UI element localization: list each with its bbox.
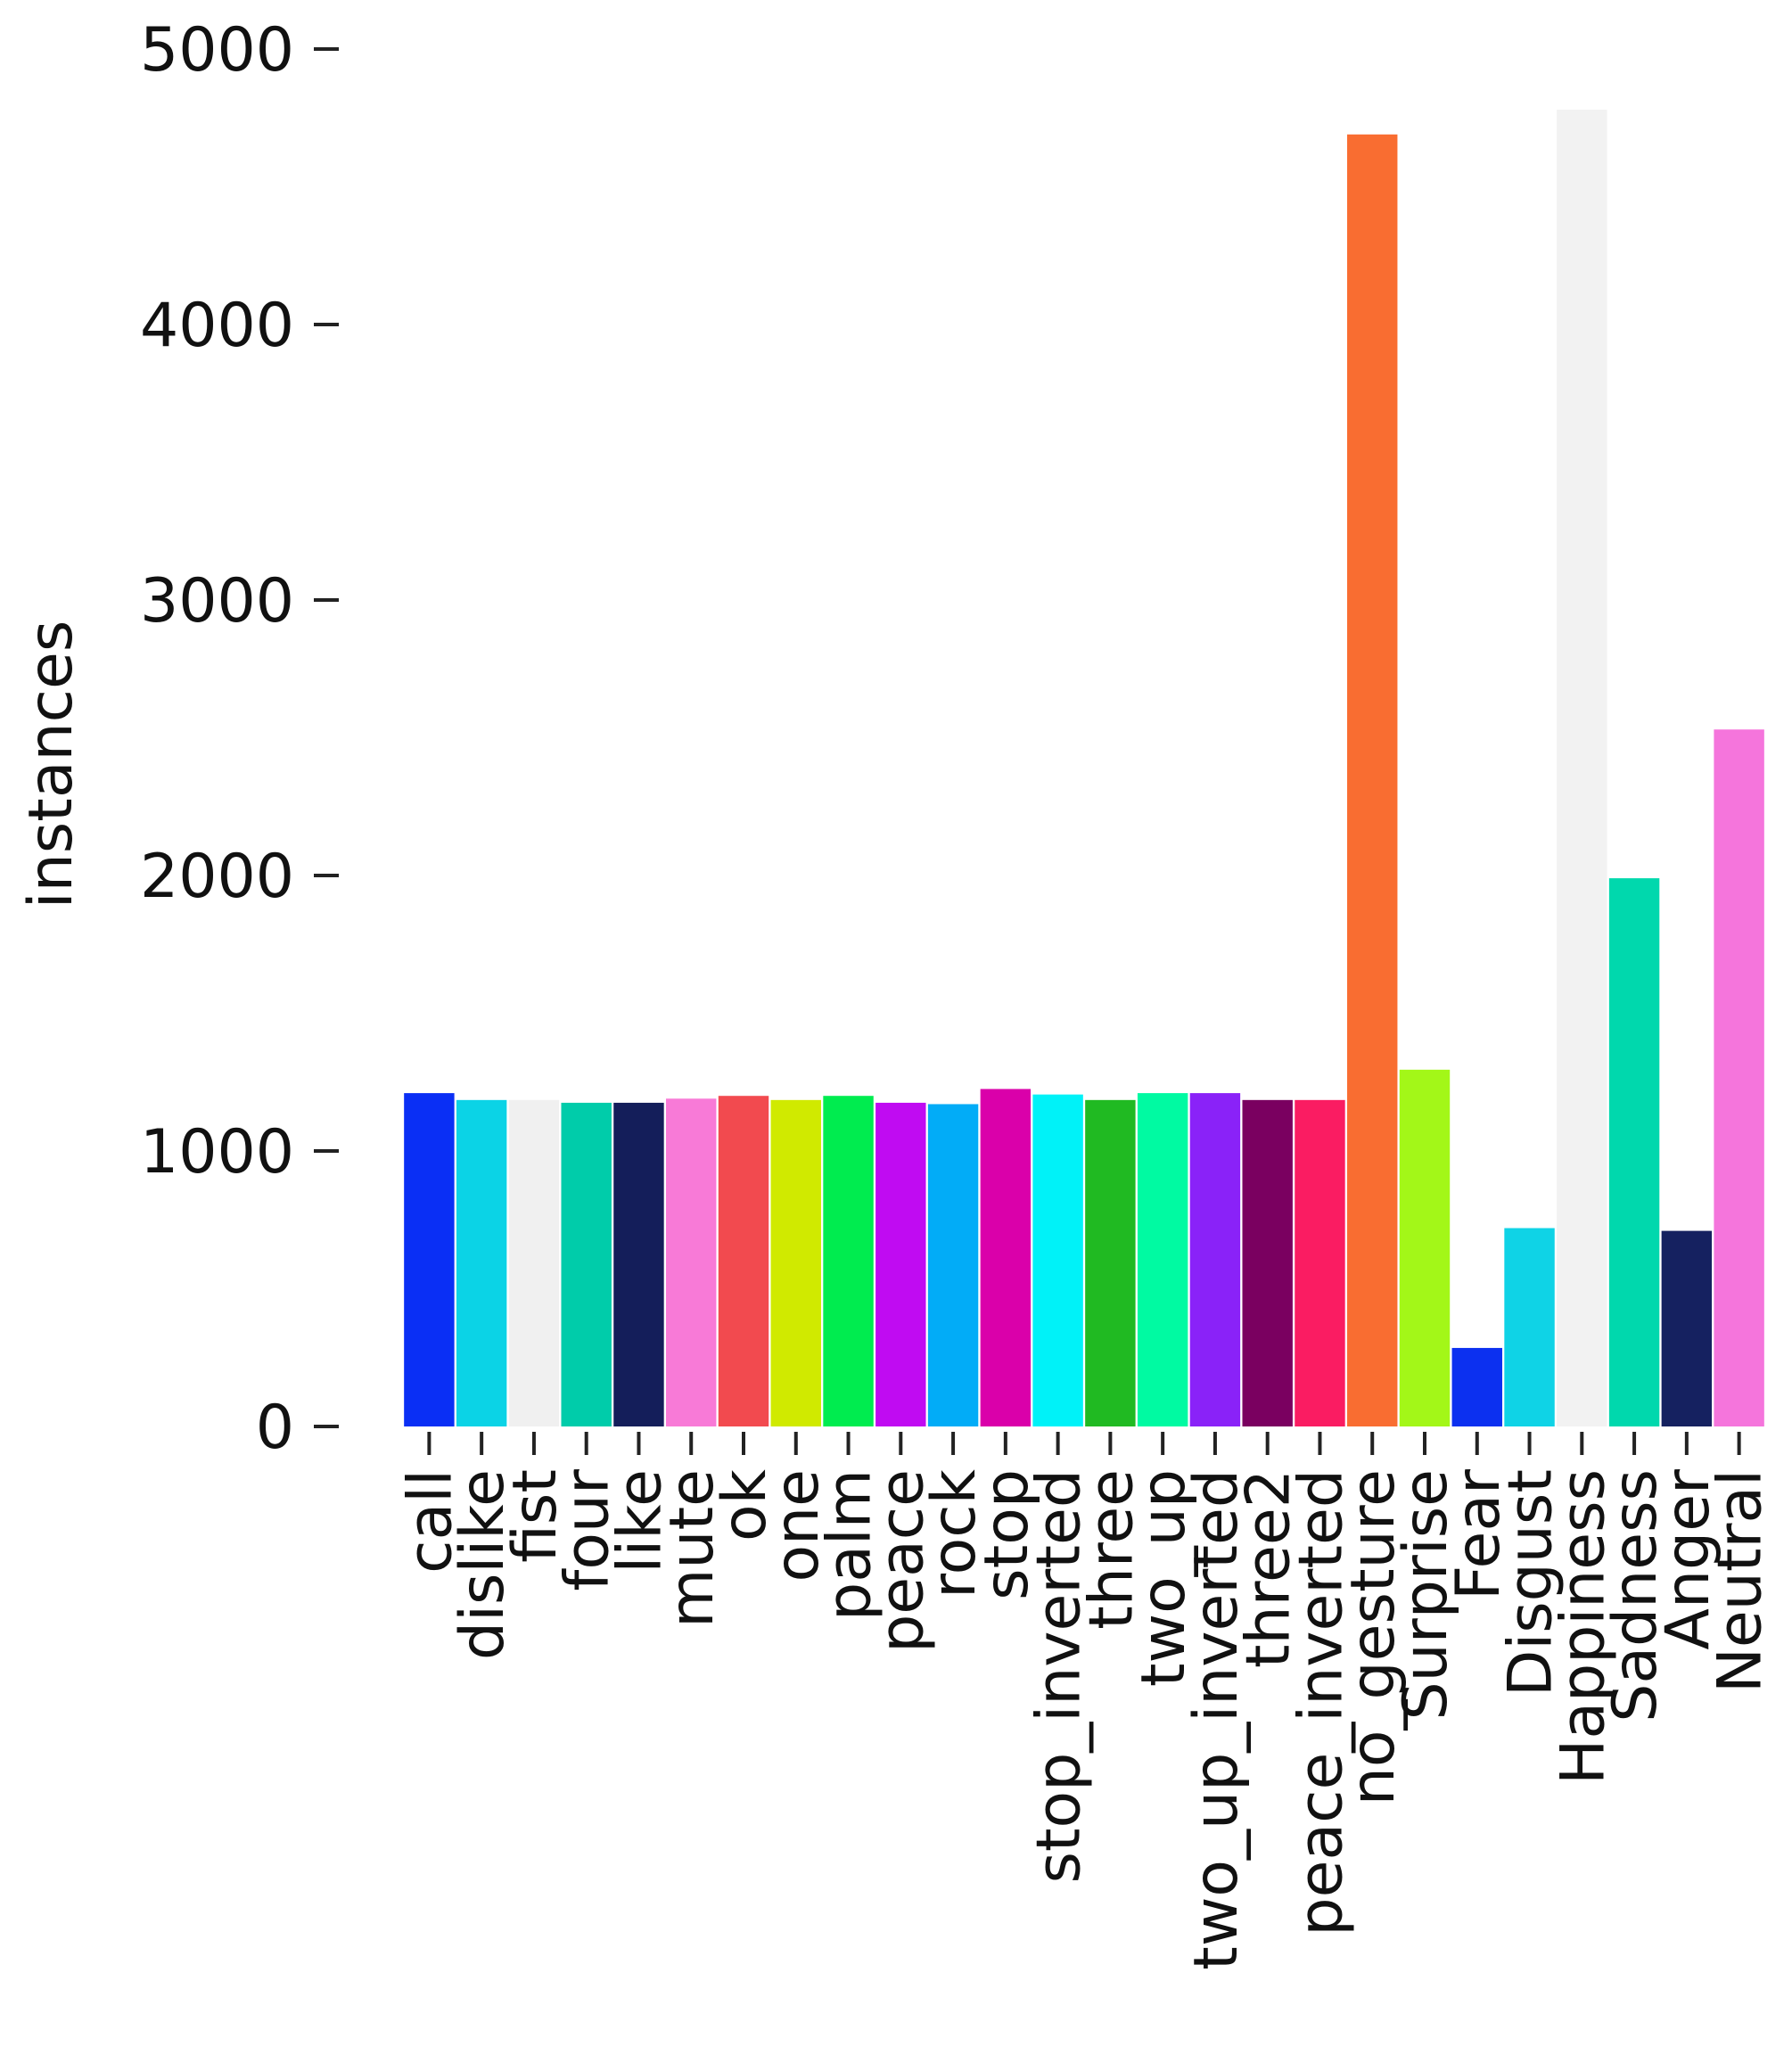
bar-disgust (1504, 1228, 1555, 1426)
bar-fear (1451, 1347, 1502, 1426)
y-axis-label: instances (16, 621, 86, 909)
x-tick-label: rock (919, 1468, 990, 1598)
x-tick-label: call (395, 1469, 465, 1574)
bar-three (1085, 1099, 1136, 1426)
x-tick-label: Sadness (1600, 1469, 1671, 1722)
x-tick-label: palm (815, 1469, 885, 1621)
x-tick-label: Anger (1653, 1469, 1723, 1650)
bar-peace-inverted (1295, 1099, 1345, 1426)
x-tick-label: stop (972, 1469, 1042, 1600)
y-tick-label: 4000 (140, 291, 294, 361)
x-tick-label: two_up (1129, 1469, 1199, 1687)
x-tick-label: two_up_inverted (1181, 1469, 1252, 1970)
bar-mute (666, 1098, 717, 1426)
bars (404, 109, 1764, 1427)
x-tick-label: Fear (1443, 1469, 1514, 1600)
bar-happiness (1557, 109, 1607, 1427)
y-tick-label: 0 (256, 1393, 294, 1463)
bar-call (404, 1093, 455, 1426)
x-tick-label: Surprise (1391, 1469, 1461, 1721)
x-tick-label: four (553, 1469, 623, 1591)
bar-sadness (1608, 878, 1660, 1426)
bar-stop-inverted (1032, 1094, 1083, 1426)
bar-peace (875, 1102, 926, 1426)
y-axis: 0 1000 2000 3000 4000 5000 (140, 15, 339, 1463)
x-tick-label: stop_inverted (1024, 1469, 1095, 1884)
bar-neutral (1714, 729, 1764, 1426)
x-tick-label: fist (500, 1469, 571, 1563)
x-tick-label: Neutral (1706, 1469, 1776, 1693)
x-tick-label: one (762, 1469, 833, 1582)
x-tick-label: three2 (1234, 1469, 1304, 1668)
x-tick-label: three (1076, 1469, 1147, 1630)
x-tick-label: ok (710, 1468, 780, 1541)
bar-one (770, 1099, 821, 1426)
bar-rock (927, 1104, 979, 1426)
bar-two-up-inverted (1189, 1093, 1241, 1426)
y-tick-label: 2000 (140, 842, 294, 912)
y-tick-label: 1000 (140, 1117, 294, 1188)
x-tick-label: Disgust (1496, 1469, 1566, 1697)
bar-anger (1661, 1230, 1713, 1426)
bar-no-gesture (1347, 134, 1398, 1426)
x-tick-label: dislike (448, 1469, 518, 1660)
x-tick-label: like (604, 1469, 675, 1574)
x-axis: calldislikefistfourlikemuteokonepalmpeac… (395, 1432, 1776, 1970)
x-tick-label: peace (867, 1469, 937, 1653)
bar-two-up (1137, 1093, 1188, 1426)
x-tick-label: no_gesture (1338, 1469, 1409, 1805)
x-tick-label: Happiness (1548, 1469, 1618, 1785)
x-tick-label: mute (657, 1469, 727, 1628)
bar-palm (823, 1096, 874, 1426)
bar-stop (980, 1089, 1032, 1426)
bar-three2 (1242, 1099, 1293, 1426)
bar-fist (508, 1099, 560, 1426)
y-tick-label: 5000 (140, 15, 294, 86)
x-tick-label: peace_inverted (1286, 1469, 1356, 1936)
bar-like (613, 1102, 664, 1426)
bar-four (561, 1102, 612, 1426)
bar-ok (718, 1096, 769, 1426)
bar-surprise (1399, 1069, 1451, 1426)
y-tick-label: 3000 (140, 566, 294, 637)
bar-dislike (456, 1099, 507, 1426)
